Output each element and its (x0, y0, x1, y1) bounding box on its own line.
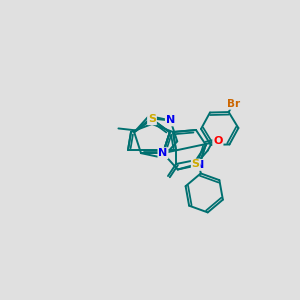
Text: Br: Br (226, 99, 240, 109)
Text: O: O (213, 136, 223, 146)
Text: S: S (148, 114, 156, 124)
Text: S: S (192, 160, 200, 170)
Text: N: N (158, 148, 168, 158)
Text: N: N (166, 116, 175, 125)
Text: N: N (195, 160, 204, 170)
